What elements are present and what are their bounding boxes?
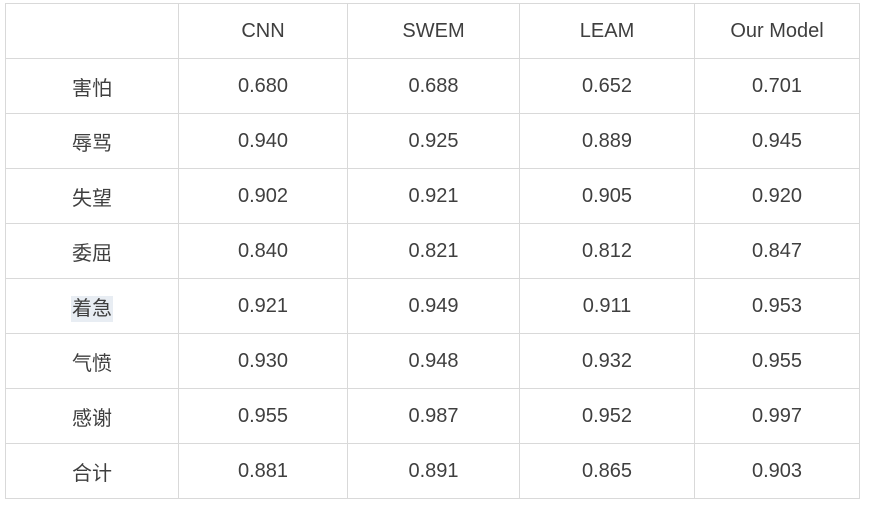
column-header-our-model: Our Model xyxy=(694,3,860,59)
row-label-cell: 气愤 xyxy=(5,333,179,389)
row-label: 害怕 xyxy=(72,77,112,100)
results-table-container: CNN SWEM LEAM Our Model 害怕 0.680 0.688 0.65… xyxy=(5,3,860,499)
value-cell: 0.925 xyxy=(347,113,520,169)
column-header-cnn: CNN xyxy=(178,3,348,59)
table-row: 着急 0.921 0.949 0.911 0.953 xyxy=(5,278,860,334)
row-label: 感谢 xyxy=(72,407,112,430)
row-label-cell: 委屈 xyxy=(5,223,179,279)
value-cell: 0.911 xyxy=(519,278,695,334)
value-cell: 0.953 xyxy=(694,278,860,334)
value-cell: 0.905 xyxy=(519,168,695,224)
value-cell: 0.889 xyxy=(519,113,695,169)
column-header-leam: LEAM xyxy=(519,3,695,59)
value-cell: 0.881 xyxy=(178,443,348,499)
value-cell: 0.847 xyxy=(694,223,860,279)
table-row: 害怕 0.680 0.688 0.652 0.701 xyxy=(5,58,860,114)
row-label: 着急 xyxy=(71,295,113,322)
value-cell: 0.821 xyxy=(347,223,520,279)
value-cell: 0.921 xyxy=(178,278,348,334)
value-cell: 0.840 xyxy=(178,223,348,279)
header-row: CNN SWEM LEAM Our Model xyxy=(5,3,860,59)
row-label-cell: 失望 xyxy=(5,168,179,224)
value-cell: 0.920 xyxy=(694,168,860,224)
value-cell: 0.812 xyxy=(519,223,695,279)
value-cell: 0.701 xyxy=(694,58,860,114)
row-label-cell: 合计 xyxy=(5,443,179,499)
corner-header-cell xyxy=(5,3,179,59)
row-label: 辱骂 xyxy=(72,132,112,155)
value-cell: 0.940 xyxy=(178,113,348,169)
table-row: 辱骂 0.940 0.925 0.889 0.945 xyxy=(5,113,860,169)
value-cell: 0.921 xyxy=(347,168,520,224)
table-row: 委屈 0.840 0.821 0.812 0.847 xyxy=(5,223,860,279)
value-cell: 0.902 xyxy=(178,168,348,224)
value-cell: 0.987 xyxy=(347,388,520,444)
value-cell: 0.948 xyxy=(347,333,520,389)
value-cell: 0.955 xyxy=(694,333,860,389)
value-cell: 0.955 xyxy=(178,388,348,444)
value-cell: 0.891 xyxy=(347,443,520,499)
row-label-cell: 害怕 xyxy=(5,58,179,114)
value-cell: 0.949 xyxy=(347,278,520,334)
table-row: 失望 0.902 0.921 0.905 0.920 xyxy=(5,168,860,224)
value-cell: 0.997 xyxy=(694,388,860,444)
value-cell: 0.945 xyxy=(694,113,860,169)
row-label: 委屈 xyxy=(72,242,112,265)
model-comparison-table: CNN SWEM LEAM Our Model 害怕 0.680 0.688 0.65… xyxy=(5,3,860,499)
value-cell: 0.688 xyxy=(347,58,520,114)
table-row: 感谢 0.955 0.987 0.952 0.997 xyxy=(5,388,860,444)
value-cell: 0.952 xyxy=(519,388,695,444)
row-label-cell: 辱骂 xyxy=(5,113,179,169)
value-cell: 0.652 xyxy=(519,58,695,114)
row-label-cell: 感谢 xyxy=(5,388,179,444)
row-label: 失望 xyxy=(72,187,112,210)
table-body: 害怕 0.680 0.688 0.652 0.701 辱骂 0.940 0.925 0.889 0… xyxy=(5,58,860,499)
row-label-cell: 着急 xyxy=(5,278,179,334)
value-cell: 0.930 xyxy=(178,333,348,389)
column-header-swem: SWEM xyxy=(347,3,520,59)
value-cell: 0.680 xyxy=(178,58,348,114)
table-row: 气愤 0.930 0.948 0.932 0.955 xyxy=(5,333,860,389)
value-cell: 0.865 xyxy=(519,443,695,499)
row-label: 合计 xyxy=(72,462,112,485)
row-label: 气愤 xyxy=(72,352,112,375)
value-cell: 0.903 xyxy=(694,443,860,499)
table-row: 合计 0.881 0.891 0.865 0.903 xyxy=(5,443,860,499)
value-cell: 0.932 xyxy=(519,333,695,389)
